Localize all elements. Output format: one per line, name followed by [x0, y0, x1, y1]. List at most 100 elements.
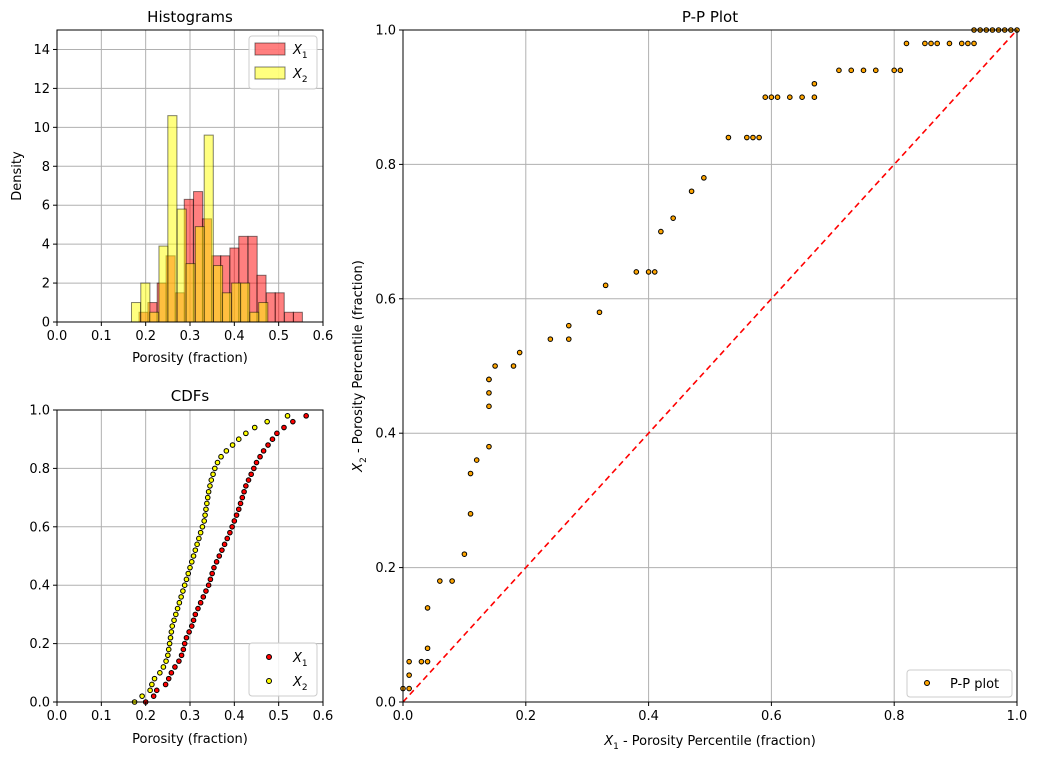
pp-point [467, 470, 474, 477]
histogram-bar-x2 [130, 302, 142, 323]
pp-point [897, 67, 904, 74]
pp-point [922, 40, 928, 47]
histogram-bar-x2 [158, 245, 169, 323]
pp-point [811, 80, 818, 87]
cdf-point-x2 [210, 471, 216, 478]
pp-point [467, 511, 474, 517]
pp-point [934, 40, 940, 47]
pp-point [744, 134, 750, 141]
cdf-point-x2 [183, 576, 190, 583]
cdf-ytick-label: 1.0 [29, 404, 50, 419]
pp-xtick-label: 1.0 [1007, 709, 1028, 724]
pp-point [406, 672, 412, 678]
cdf-point-x2 [181, 582, 188, 589]
cdf-title: CDFs [171, 387, 210, 405]
cdf-point-x2 [160, 664, 167, 670]
histogram-xtick-label: 0.3 [180, 329, 201, 344]
cdf-point-x2 [167, 634, 174, 641]
pp-point [670, 215, 676, 221]
cdf-legend-marker-x2 [266, 678, 272, 684]
cdf-point-x1 [253, 459, 260, 466]
histogram-legend-swatch-x1 [254, 42, 286, 56]
cdf-ytick-label: 0.4 [29, 579, 50, 594]
histogram-bar-x2 [221, 292, 232, 323]
cdf-point-x1 [188, 623, 195, 629]
cdf-point-x2 [235, 436, 242, 443]
cdf-point-x1 [274, 430, 280, 437]
cdf-point-x2 [163, 658, 169, 664]
pp-point [437, 578, 443, 584]
histogram-bar-x2 [149, 311, 160, 323]
cdf-point-x2 [149, 681, 155, 688]
cdf-point-x1 [290, 418, 296, 425]
histogram-ticks: 0.0 0.1 0.2 0.3 0.4 0.5 0.6 0 2 4 6 8 10 12 14 [33, 43, 333, 344]
cdf-point-x1 [180, 646, 187, 653]
pp-legend-label: P-P plot [950, 677, 999, 692]
cdf-point-x2 [185, 570, 192, 577]
pp-point [486, 443, 492, 450]
histogram-title: Histograms [147, 8, 233, 26]
cdf-point-x2 [223, 448, 230, 454]
cdf-point-x2 [139, 693, 145, 699]
histogram-bar-x2 [258, 302, 269, 323]
histogram-bar-x2 [212, 265, 224, 323]
cdf-point-x1 [224, 535, 231, 542]
pp-point [872, 67, 879, 74]
cdf-point-x1 [303, 413, 309, 419]
cdf-legend-box [248, 642, 318, 697]
cdf-point-x2 [171, 617, 177, 624]
pp-panel: P-P Plot 0.0 0.2 0.4 0.6 0.8 1.00.00.20.40.60… [351, 8, 1027, 752]
histogram-bar-x2 [176, 208, 187, 323]
pp-point [633, 269, 640, 275]
histogram-bar-x2 [185, 263, 196, 323]
histogram-xtick-label: 0.2 [135, 329, 156, 344]
cdf-point-x1 [251, 465, 257, 472]
cdf-point-x1 [281, 424, 287, 431]
cdf-point-x2 [180, 588, 186, 594]
histogram-bar-x1 [292, 311, 303, 323]
pp-ytick-label: 0.8 [375, 158, 396, 173]
cdf-point-x1 [265, 442, 271, 448]
cdf-legend-marker-x1 [266, 654, 272, 660]
cdf-xtick-label: 0.0 [47, 709, 68, 724]
cdf-point-x1 [231, 518, 238, 524]
pp-point [903, 40, 910, 47]
cdf-point-x2 [194, 541, 200, 548]
pp-frame [402, 29, 1018, 703]
pp-point [799, 94, 805, 100]
pp-point [701, 175, 707, 181]
pp-xlabel: X1 - Porosity Percentile (fraction) [603, 734, 816, 752]
cdf-ticks: 0.0 0.1 0.2 0.3 0.4 0.5 0.6 0.0 0.2 0.4 0.6 0.8 1.0 [29, 404, 333, 725]
cdf-point-x1 [269, 436, 276, 443]
cdf-points [131, 413, 309, 705]
cdf-point-x2 [202, 512, 208, 518]
pp-ytick-label: 1.0 [375, 24, 396, 39]
pp-title: P-P Plot [682, 8, 738, 26]
pp-ticks: 0.0 0.2 0.4 0.6 0.8 1.0 0.0 0.2 0.4 0.6 0.8 1.0 [375, 24, 1027, 725]
histogram-xtick-label: 0.6 [313, 329, 334, 344]
histogram-ylabel: Density [10, 151, 25, 201]
cdf-point-x2 [174, 605, 181, 612]
cdf-xlabel: Porosity (fraction) [132, 732, 248, 747]
cdf-point-x1 [186, 629, 192, 635]
cdf-ytick-label: 0.2 [29, 637, 50, 652]
pp-xtick-label: 0.0 [393, 709, 414, 724]
pp-xtick-label: 0.8 [884, 709, 905, 724]
cdf-point-x1 [200, 594, 207, 600]
pp-point [971, 40, 977, 47]
cdf-point-x1 [229, 524, 235, 530]
cdf-point-x1 [176, 658, 182, 664]
pp-point [725, 134, 732, 141]
cdf-point-x2 [284, 413, 291, 419]
cdf-point-x1 [260, 448, 267, 454]
cdf-point-x2 [173, 611, 179, 618]
histogram-ytick-label: 14 [33, 43, 50, 58]
cdf-point-x1 [235, 506, 242, 513]
pp-point [645, 269, 652, 275]
cdf-ytick-label: 0.0 [29, 696, 50, 711]
cdf-point-x1 [178, 652, 185, 659]
pp-point [516, 349, 523, 356]
pp-xtick-label: 0.2 [515, 709, 536, 724]
cdf-panel: CDFs 0.0 0.1 0.2 0.3 0.4 0.5 0.60.00.20.40.60.… [29, 387, 333, 747]
